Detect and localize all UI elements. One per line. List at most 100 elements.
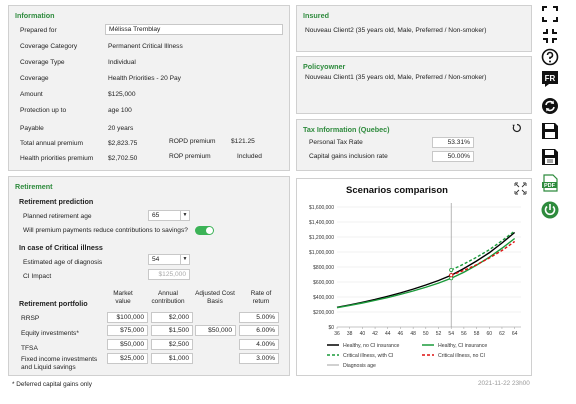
language-fr-icon[interactable]: FR [541,70,559,88]
collapse-icon[interactable] [541,27,559,45]
portfolio-heading: Retirement portfolio [19,299,88,308]
health-premium-label: Health priorities premium [20,155,94,162]
y-tick-label: $1,000,000 [309,250,334,256]
pdf-icon[interactable]: PDF [541,174,559,192]
rate-input[interactable]: 4.00% [239,339,279,350]
save-icon[interactable] [541,122,559,140]
insured-value: Nouveau Client2 (35 years old, Male, Pre… [305,27,487,34]
health-premium-value: $2,702.50 [108,155,138,162]
chart-title: Scenarios comparison [346,185,448,196]
diag-age-value: 54 [152,256,160,263]
coverage-value: Health Priorities - 20 Pay [108,75,181,82]
y-tick-label: $800,000 [313,265,334,271]
y-tick-label: $1,200,000 [309,235,334,241]
annual-contribution-input[interactable]: $1,500 [151,325,193,336]
ropd-premium-value: $121.25 [231,138,255,145]
coverage-type-value: Individual [108,59,136,66]
reduce-contributions-label: Will premium payments reduce contributio… [23,227,188,234]
power-icon[interactable] [541,201,559,219]
y-tick-label: $1,600,000 [309,205,334,211]
legend-label: Critical illness, with CI [343,353,393,359]
timestamp: 2021-11-22 23h00 [478,380,530,387]
planned-age-value: 65 [152,212,160,219]
chart-svg: Scenarios comparison $0 $200,000 $400,000 $… [309,182,527,369]
policyowner-title: Policyowner [303,62,346,71]
series-line [336,231,516,309]
scenarios-chart: Scenarios comparison $0 $200,000 $400,000 $… [296,178,532,376]
ropd-premium-label: ROPD premium [169,138,216,145]
legend-label: Healthy, CI insurance [438,343,487,349]
fullscreen-icon[interactable] [514,182,527,195]
coverage-category-value: Permanent Critical Illness [108,43,183,50]
market-value-input[interactable]: $50,000 [107,339,148,350]
x-tick-label: 48 [410,331,416,337]
planned-age-select[interactable]: 65 ▼ [148,210,190,221]
personal-tax-input[interactable]: 53.31% [432,137,474,148]
policyowner-value: Nouveau Client1 (35 years old, Male, Pre… [305,74,487,81]
annual-contribution-input[interactable]: $1,000 [151,353,193,364]
payable-label: Payable [20,125,44,132]
x-tick-label: 56 [461,331,467,337]
coverage-type-label: Coverage Type [20,59,65,66]
y-tick-label: $400,000 [313,295,334,301]
retirement-panel: Retirement Retirement prediction Planned… [8,176,290,376]
adjusted-cost-input[interactable]: $50,000 [195,325,236,336]
series-line [336,237,516,309]
diag-age-select[interactable]: 54 ▼ [148,254,190,265]
reduce-contributions-toggle[interactable] [195,226,214,235]
rop-premium-value: Included [237,153,262,160]
row-label: Fixed income investments and Liquid savi… [21,356,98,371]
market-value-input[interactable]: $100,000 [107,312,148,323]
capital-gains-input[interactable]: 50.00% [432,151,474,162]
diag-age-label: Estimated age of diagnosis [23,259,103,266]
save-as-icon[interactable] [541,148,559,166]
chevron-down-icon: ▼ [180,211,189,220]
insured-title: Insured [303,11,329,20]
prepared-for-input[interactable]: Mélissa Tremblay [105,24,283,35]
expand-icon[interactable] [541,5,559,23]
series-line [450,240,516,276]
protection-value: age 100 [108,107,132,114]
ci-impact-input: $125,000 [148,269,190,280]
tax-panel: Tax Information (Quebec) Personal Tax Ra… [296,119,532,171]
y-tick-label: $0 [328,325,334,331]
x-tick-label: 42 [372,331,378,337]
legend-label: Healthy, no CI insurance [343,343,400,349]
planned-age-label: Planned retirement age [23,213,92,220]
x-tick-label: 62 [499,331,505,337]
tax-title: Tax Information (Quebec) [303,125,390,134]
y-tick-label: $1,400,000 [309,220,334,226]
rate-input[interactable]: 5.00% [239,312,279,323]
payable-value: 20 years [108,125,134,132]
rate-input[interactable]: 3.00% [239,353,279,364]
market-value-input[interactable]: $75,000 [107,325,148,336]
x-tick-label: 60 [486,331,492,337]
x-tick-label: 58 [474,331,480,337]
annual-contribution-input[interactable]: $2,500 [151,339,193,350]
x-tick-label: 52 [436,331,442,337]
x-tick-label: 36 [334,331,340,337]
x-tick-label: 40 [360,331,366,337]
refresh-icon[interactable] [541,97,559,115]
help-icon[interactable] [541,48,559,66]
x-tick-label: 38 [347,331,353,337]
reset-icon[interactable] [512,123,522,133]
amount-label: Amount [20,91,43,98]
row-label: TFSA [21,345,38,352]
series-line [450,230,516,271]
toggle-knob [206,227,213,234]
series-point [449,273,454,278]
row-label: Equity investments* [21,330,79,337]
amount-value: $125,000 [108,91,136,98]
personal-tax-label: Personal Tax Rate [309,139,363,146]
rate-input[interactable]: 6.00% [239,325,279,336]
col-adjusted-header: Adjusted Cost Basis [195,290,235,305]
annual-contribution-input[interactable]: $2,000 [151,312,193,323]
y-tick-label: $600,000 [313,280,334,286]
market-value-input[interactable]: $25,000 [107,353,148,364]
x-tick-label: 44 [385,331,391,337]
x-tick-label: 46 [398,331,404,337]
protection-label: Protection up to [20,107,67,114]
capital-gains-label: Capital gains inclusion rate [309,153,388,160]
chevron-down-icon: ▼ [180,255,189,264]
